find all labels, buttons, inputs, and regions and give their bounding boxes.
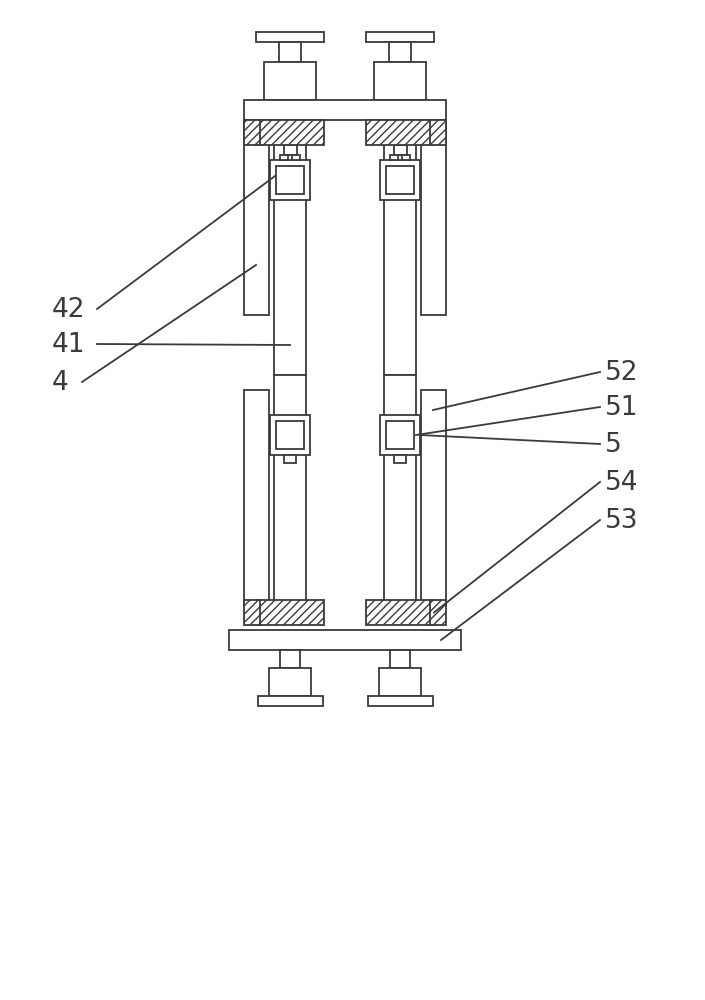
Bar (386, 166, 414, 194)
Text: 5: 5 (605, 432, 622, 458)
Bar (257, 696, 322, 706)
Bar (244, 120, 260, 145)
Bar (393, 145, 407, 155)
Text: 54: 54 (605, 470, 639, 496)
Bar (269, 668, 311, 696)
Bar (274, 375, 306, 605)
Bar (244, 390, 269, 605)
Bar (280, 155, 288, 160)
Bar (270, 415, 310, 455)
Bar (276, 166, 304, 194)
Text: 53: 53 (605, 508, 639, 534)
Bar (244, 100, 446, 120)
Bar (430, 600, 446, 625)
Bar (256, 32, 324, 42)
Bar (284, 455, 296, 463)
Bar (374, 62, 426, 100)
Bar (390, 650, 410, 668)
Bar (380, 415, 420, 455)
Bar (280, 650, 300, 668)
Text: 52: 52 (605, 360, 639, 386)
Bar (430, 120, 446, 145)
Text: 51: 51 (605, 395, 639, 421)
Bar (384, 120, 416, 375)
Bar (389, 42, 411, 62)
Text: 42: 42 (52, 297, 85, 323)
Bar (264, 62, 316, 100)
Bar (276, 421, 304, 449)
Bar (229, 630, 461, 650)
Bar (384, 375, 416, 605)
Bar (279, 42, 301, 62)
Bar (283, 145, 297, 155)
Bar (274, 120, 306, 375)
Bar (390, 155, 398, 160)
Bar (256, 600, 324, 625)
Bar (270, 160, 310, 200)
Bar (366, 600, 434, 625)
Bar (421, 390, 446, 605)
Bar (366, 32, 434, 42)
Bar (402, 155, 410, 160)
Bar (244, 120, 269, 315)
Text: 4: 4 (52, 370, 69, 396)
Bar (380, 160, 420, 200)
Bar (394, 455, 406, 463)
Bar (367, 696, 432, 706)
Bar (366, 120, 434, 145)
Bar (379, 668, 421, 696)
Text: 41: 41 (52, 332, 85, 358)
Bar (256, 120, 324, 145)
Bar (292, 155, 300, 160)
Bar (244, 600, 260, 625)
Bar (421, 120, 446, 315)
Bar (386, 421, 414, 449)
